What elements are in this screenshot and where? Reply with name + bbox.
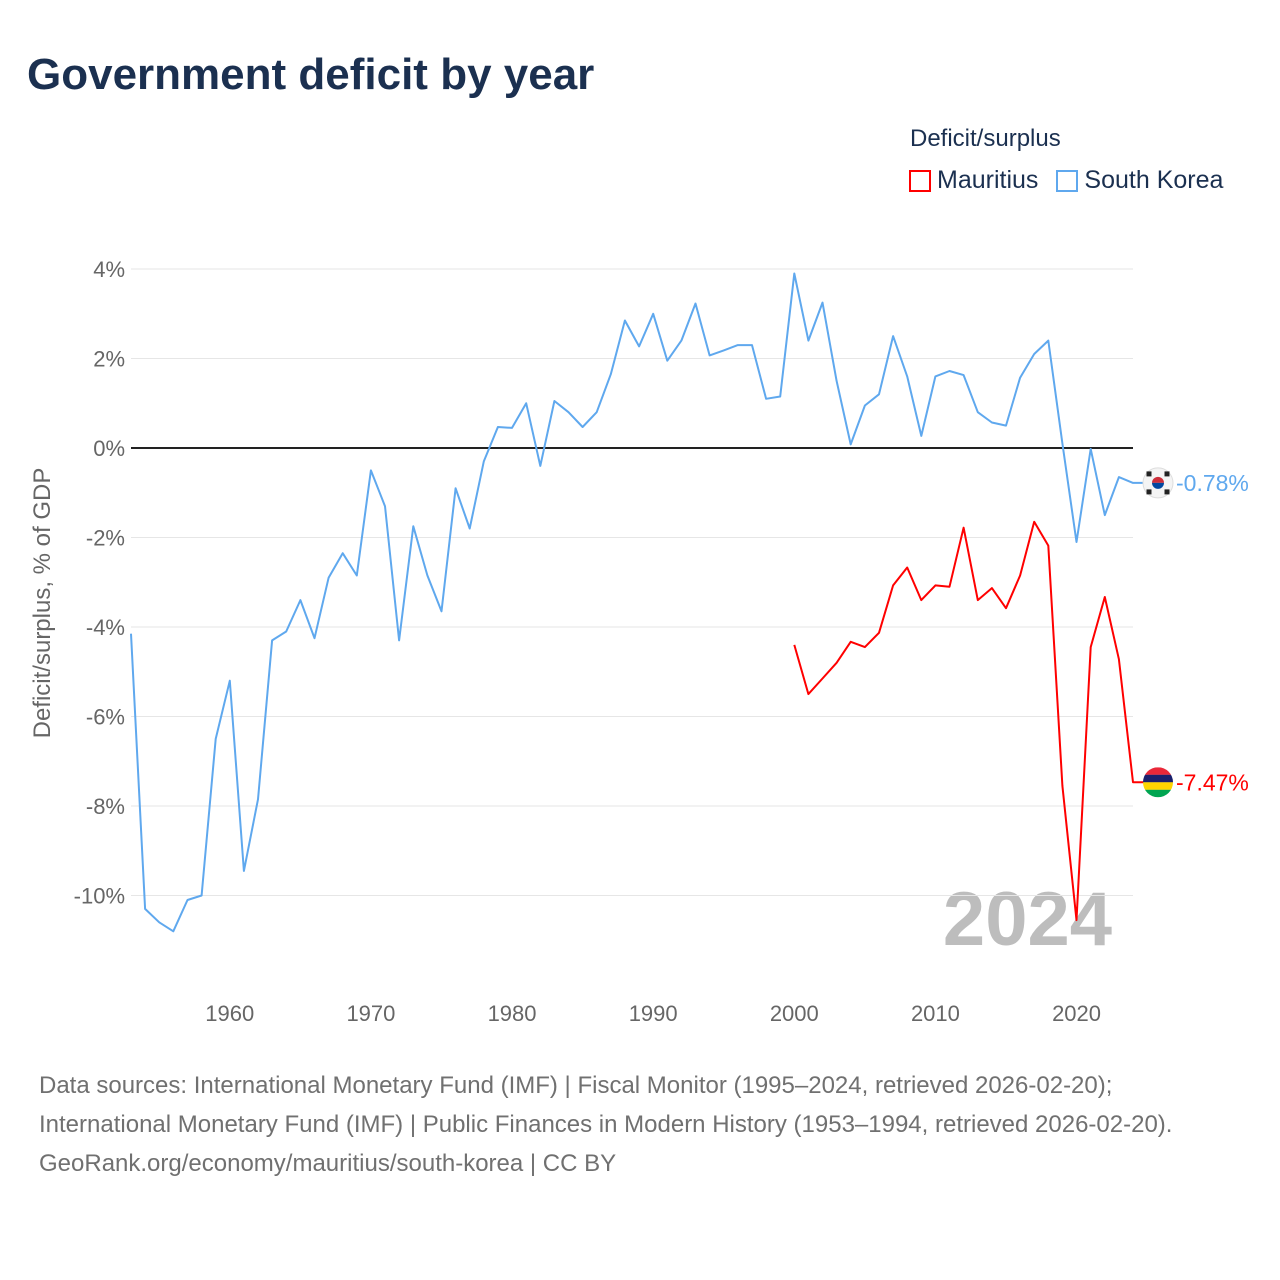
- source-link[interactable]: GeoRank.org/economy/mauritius/south-kore…: [39, 1150, 617, 1177]
- x-tick-label: 2000: [770, 1001, 819, 1026]
- flag-trigram: [1164, 471, 1170, 477]
- flag-trigram: [1146, 489, 1152, 495]
- y-tick-label: -4%: [86, 615, 125, 640]
- source-text: Data sources: International Monetary Fun…: [39, 1072, 1173, 1138]
- year-watermark: 2024: [943, 877, 1112, 962]
- x-tick-label: 1970: [346, 1001, 395, 1026]
- x-tick-label: 1990: [629, 1001, 678, 1026]
- end-label-south-korea: -0.78%: [1176, 470, 1249, 496]
- y-tick-label: 0%: [93, 436, 125, 461]
- legend-label-mauritius: Mauritius: [937, 166, 1039, 194]
- flag-taegeuk-red: [1152, 476, 1164, 483]
- legend-swatch-south-korea: [1056, 169, 1079, 192]
- series-line-mauritius: [793, 520, 1144, 922]
- flag-taegeuk-blue: [1152, 482, 1164, 489]
- x-tick-label: 1980: [488, 1001, 537, 1026]
- legend-item-south-korea[interactable]: South Korea: [1056, 166, 1223, 195]
- y-tick-label: -2%: [86, 526, 125, 551]
- legend: Mauritius South Korea: [909, 166, 1223, 195]
- end-label-mauritius: -7.47%: [1176, 769, 1249, 795]
- y-tick-label: -10%: [74, 884, 125, 909]
- flag-trigram: [1146, 471, 1152, 477]
- legend-title: Deficit/surplus: [910, 125, 1061, 152]
- chart-plot: 2024 4% 2% 0% -2% -4% -6% -8% -10% 1960 1970 1980 19…: [29, 257, 1249, 1026]
- y-tick-label: -6%: [86, 705, 125, 730]
- legend-swatch-mauritius: [909, 169, 931, 192]
- legend-label-south-korea: South Korea: [1084, 166, 1224, 194]
- y-axis-label: Deficit/surplus, % of GDP: [29, 468, 56, 739]
- x-tick-label: 1960: [205, 1001, 254, 1026]
- x-tick-label: 2010: [911, 1001, 960, 1026]
- y-tick-label: -8%: [86, 794, 125, 819]
- flag-trigram: [1164, 489, 1170, 495]
- series-line-south-korea: [130, 272, 1144, 933]
- y-tick-label: 4%: [93, 257, 125, 282]
- chart-title: Government deficit by year: [27, 50, 595, 99]
- x-tick-label: 2020: [1052, 1001, 1101, 1026]
- legend-item-mauritius[interactable]: Mauritius: [909, 166, 1038, 195]
- mauritius-flag-icon: [1143, 767, 1173, 798]
- source-note: Data sources: International Monetary Fun…: [39, 1066, 1239, 1183]
- y-tick-label: 2%: [93, 347, 125, 372]
